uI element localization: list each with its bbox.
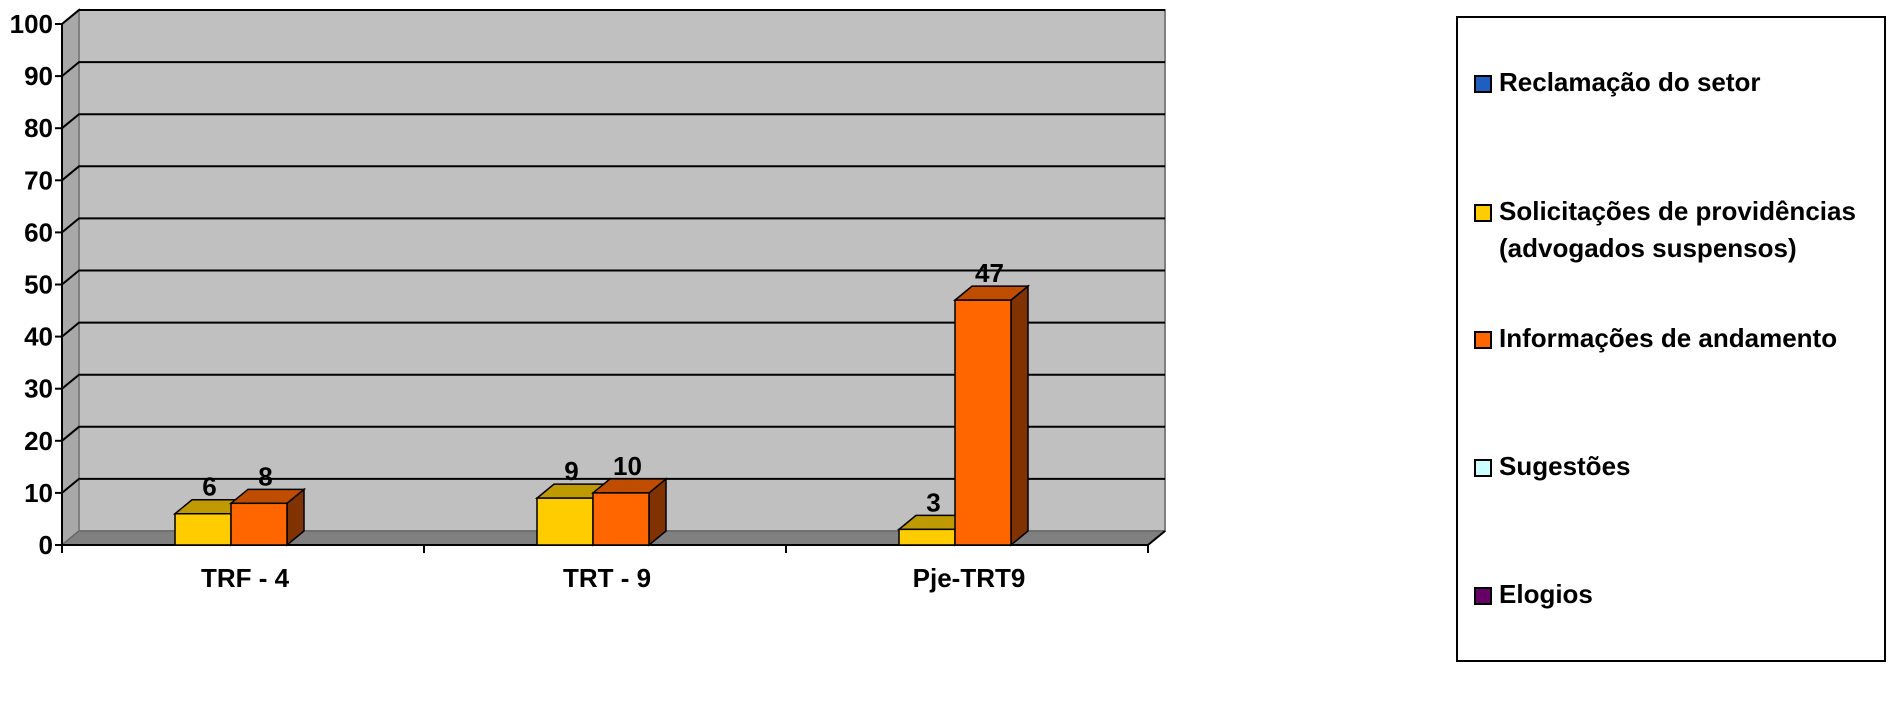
legend-label: Elogios	[1499, 579, 1593, 609]
x-tick-label: Pje-TRT9	[913, 563, 1026, 593]
y-tick-label: 10	[24, 478, 53, 508]
x-axis-end	[1147, 530, 1166, 546]
y-tick-label: 80	[24, 113, 53, 143]
y-tick-label: 90	[24, 61, 53, 91]
bar	[954, 299, 1012, 546]
legend-swatch	[1474, 331, 1492, 349]
legend-item-sugestoes: Sugestões	[1474, 451, 1631, 485]
chart: 0 10 20 30 40 50 60 70 80 90 100 TRF - 4 TRT - 9 Pje-…	[10, 7, 1167, 593]
y-tick-label: 100	[10, 9, 53, 39]
y-tick-label: 30	[24, 374, 53, 404]
legend-label: Solicitações de providências	[1499, 196, 1856, 226]
labels: 6 8 9 10 3 47	[202, 258, 1004, 517]
bar-side	[1010, 284, 1029, 547]
data-label: 6	[202, 472, 216, 502]
data-label: 3	[926, 487, 940, 517]
y-tick-label: 0	[39, 530, 53, 560]
legend-item-solicitacoes: Solicitações de providências (advogados …	[1474, 196, 1856, 267]
x-tick-label: TRF - 4	[201, 563, 290, 593]
bar	[898, 528, 956, 546]
legend-swatch	[1474, 459, 1492, 477]
gridline	[61, 425, 1165, 442]
bar	[230, 502, 288, 546]
gridline	[61, 477, 1165, 494]
axes: 0 10 20 30 40 50 60 70 80 90 100 TRF - 4 TRT - 9 Pje-…	[10, 9, 1166, 593]
legend-swatch	[1474, 587, 1492, 605]
y-tick-label: 70	[24, 165, 53, 195]
gridline	[61, 61, 1165, 77]
legend-swatch	[1474, 204, 1492, 222]
legend-label: Informações de andamento	[1499, 323, 1838, 353]
gridline	[61, 113, 1165, 129]
bars	[172, 284, 1031, 547]
legend-item-reclamacao: Reclamação do setor	[1474, 67, 1761, 101]
legend-item-elogios: Elogios	[1474, 579, 1593, 613]
legend-swatch	[1474, 75, 1492, 93]
y-tick-label: 20	[24, 426, 53, 456]
legend-label: (advogados suspensos)	[1499, 233, 1797, 263]
legend-label: Reclamação do setor	[1499, 67, 1761, 97]
legend: Reclamação do setor Solicitações de prov…	[1456, 16, 1886, 662]
gridline	[61, 269, 1165, 286]
data-label: 10	[613, 451, 642, 481]
bar	[592, 492, 650, 546]
y-tick-label: 60	[24, 217, 53, 247]
gridline	[61, 373, 1165, 390]
data-label: 47	[975, 258, 1004, 288]
gridline	[61, 217, 1165, 234]
gridline	[61, 165, 1165, 182]
data-label: 9	[564, 456, 578, 486]
y-tick-label: 40	[24, 322, 53, 352]
bar	[536, 497, 594, 546]
gridlines	[61, 9, 1165, 494]
bar	[174, 512, 232, 546]
gridline	[61, 9, 1165, 25]
y-tick-label: 50	[24, 270, 53, 300]
legend-item-informacoes: Informações de andamento	[1474, 323, 1837, 357]
gridline	[61, 321, 1165, 338]
data-label: 8	[258, 461, 272, 491]
x-tick-label: TRT - 9	[563, 563, 651, 593]
legend-label: Sugestões	[1499, 451, 1631, 481]
